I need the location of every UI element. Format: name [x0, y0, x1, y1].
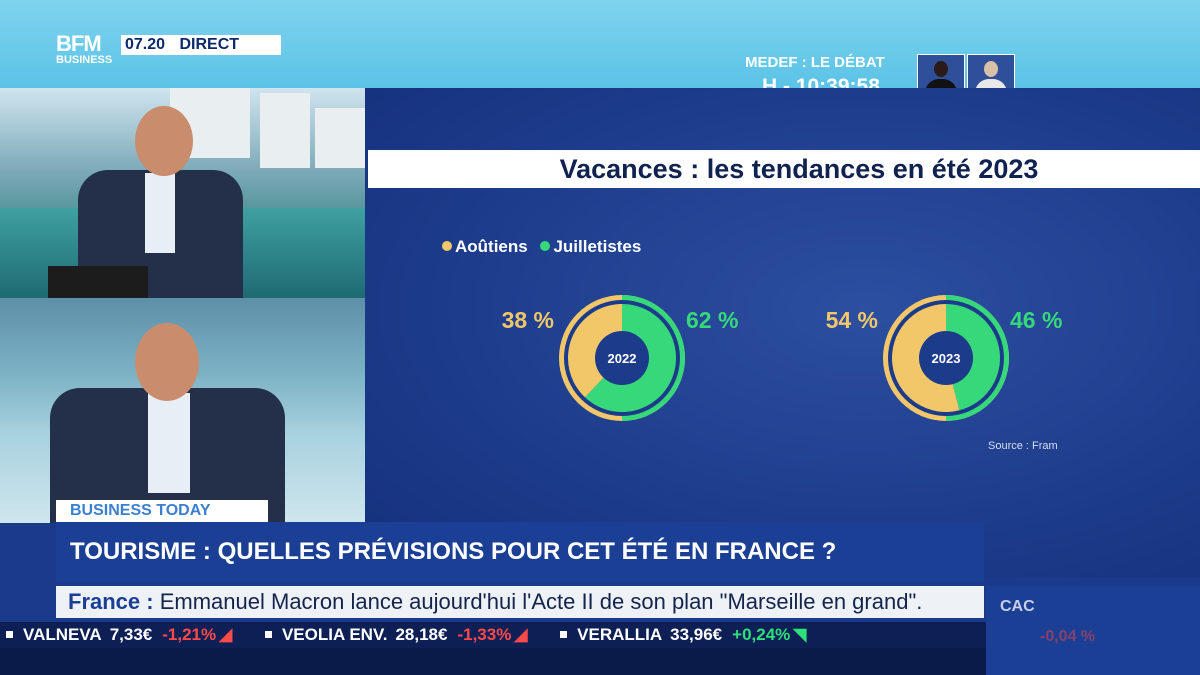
stock-item: VERALLIA 33,96€ +0,24% ◥: [554, 622, 806, 648]
stock-change: -1,21%: [162, 625, 217, 644]
stock-change: +0,24%: [732, 625, 791, 644]
studio-video: [0, 88, 365, 298]
stock-change: -1,33%: [457, 625, 512, 644]
index-name: CAC: [1000, 598, 1035, 615]
stock-name: VALNEVA: [23, 625, 102, 644]
arrow-down-icon: ◢: [219, 625, 233, 644]
clock-time: 07.20: [125, 36, 166, 53]
legend-swatch-aoutiens: [442, 241, 452, 251]
stock-name: VEOLIA ENV.: [281, 625, 388, 644]
legend-item-aoutiens: Aoûtiens: [442, 237, 528, 256]
chart-title: Vacances : les tendances en été 2023: [368, 150, 1200, 188]
news-ticker: France : Emmanuel Macron lance aujourd'h…: [56, 586, 984, 618]
stock-item: VEOLIA ENV. 28,18€ -1,33% ◢: [259, 622, 527, 648]
stock-price: 33,96€: [670, 625, 723, 644]
chart-legend: Aoûtiens Juilletistes: [442, 237, 649, 257]
index-value: -0,04 %: [1040, 628, 1096, 645]
chart-source: Source : Fram: [988, 440, 1058, 452]
stock-name: VERALLIA: [577, 625, 663, 644]
show-label: BUSINESS TODAY: [56, 500, 268, 522]
channel-logo: BFM BUSINESS: [56, 31, 118, 74]
arrow-up-icon: ◥: [793, 625, 807, 644]
live-label: DIRECT: [179, 36, 240, 53]
stock-ticker: VALNEVA 7,33€ -1,21% ◢ VEOLIA ENV. 28,18€ -1,…: [0, 622, 986, 648]
legend-label-aoutiens: Aoûtiens: [455, 237, 528, 256]
stock-item: VALNEVA 7,33€ -1,21% ◢: [0, 622, 232, 648]
logo-subtext: BUSINESS: [56, 54, 113, 66]
arrow-down-icon: ◢: [514, 625, 528, 644]
legend-item-juilletistes: Juilletistes: [540, 237, 641, 256]
time-live-badge: 07.20 DIRECT: [121, 35, 281, 55]
news-category: France :: [68, 589, 154, 614]
stock-price: 28,18€: [395, 625, 448, 644]
headline: TOURISME : QUELLES PRÉVISIONS POUR CET É…: [56, 522, 984, 582]
logo-text: BFM: [56, 31, 102, 56]
bottom-strip: [0, 648, 986, 675]
legend-swatch-juilletistes: [540, 241, 551, 251]
news-text: Emmanuel Macron lance aujourd'hui l'Acte…: [159, 589, 923, 614]
guest-video: [0, 298, 365, 523]
stock-price: 7,33€: [109, 625, 153, 644]
index-box: [986, 586, 1200, 675]
legend-label-juilletistes: Juilletistes: [553, 237, 642, 256]
promo-title: MEDEF : LE DÉBAT: [745, 54, 885, 71]
